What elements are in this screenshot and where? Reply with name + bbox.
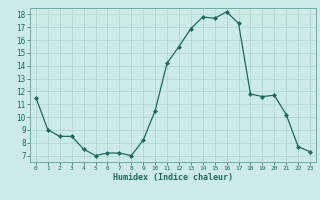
X-axis label: Humidex (Indice chaleur): Humidex (Indice chaleur) [113, 173, 233, 182]
